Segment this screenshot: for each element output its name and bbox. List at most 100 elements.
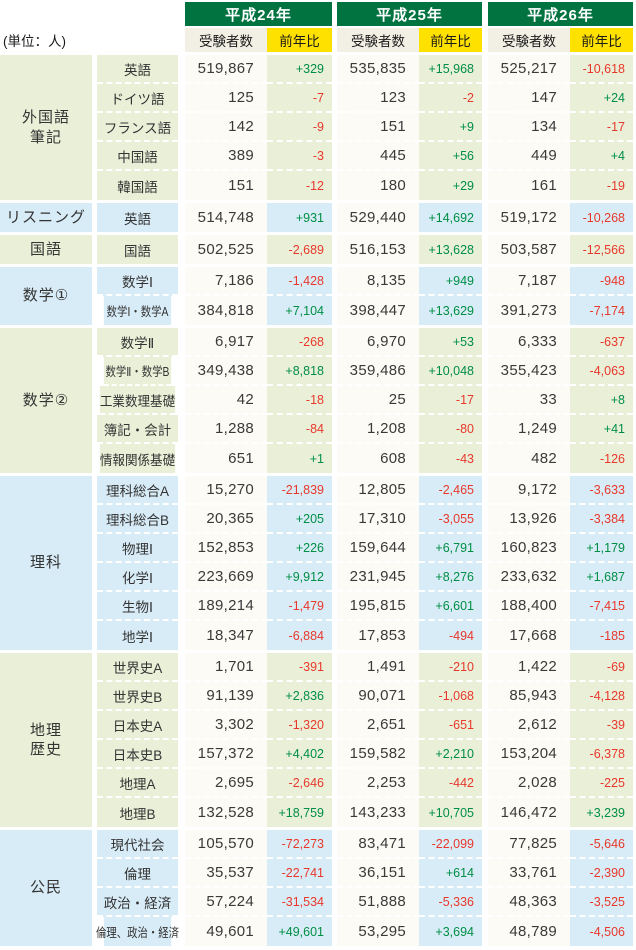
examinees-cell: 389 xyxy=(185,142,267,171)
examinees-cell: 85,943 xyxy=(488,682,570,711)
yoy-cell: -3,525 xyxy=(570,888,633,917)
yoy-cell: -1,068 xyxy=(419,682,482,711)
examinees-cell: 20,365 xyxy=(185,505,267,534)
examinees-cell: 189,214 xyxy=(185,592,267,621)
category-cell: 国語 xyxy=(0,235,92,264)
subject-cell: 地理A xyxy=(97,769,178,798)
examinees-cell: 151 xyxy=(185,171,267,200)
subject-cell: 現代社会 xyxy=(97,830,178,859)
examinees-cell: 3,302 xyxy=(185,711,267,740)
subject-cell: 倫理 xyxy=(97,859,178,888)
yoy-cell: +10,705 xyxy=(419,798,482,827)
yoy-cell: +1,687 xyxy=(570,563,633,592)
yoy-cell: +10,048 xyxy=(419,357,482,386)
yoy-cell: +9 xyxy=(419,113,482,142)
unit-label: (単位：人) xyxy=(3,34,66,49)
yoy-cell: -2,646 xyxy=(267,769,332,798)
examinees-cell: 503,587 xyxy=(488,235,570,264)
yoy-cell: -6,378 xyxy=(570,740,633,769)
examinees-cell: 516,153 xyxy=(337,235,419,264)
yoy-cell: +29 xyxy=(419,171,482,200)
examinees-cell: 147 xyxy=(488,84,570,113)
examinees-cell: 359,486 xyxy=(337,357,419,386)
examinees-cell: 2,028 xyxy=(488,769,570,798)
examinees-cell: 349,438 xyxy=(185,357,267,386)
examinees-cell: 535,835 xyxy=(337,55,419,84)
examinees-cell: 6,970 xyxy=(337,328,419,357)
examinees-cell: 18,347 xyxy=(185,621,267,650)
examinees-cell: 384,818 xyxy=(185,296,267,325)
yoy-cell: -3,384 xyxy=(570,505,633,534)
subject-cell: フランス語 xyxy=(97,113,178,142)
yoy-cell: -2 xyxy=(419,84,482,113)
examinees-cell: 159,644 xyxy=(337,534,419,563)
yoy-cell: -7,415 xyxy=(570,592,633,621)
examinees-cell: 143,233 xyxy=(337,798,419,827)
yoy-cell: -21,839 xyxy=(267,476,332,505)
category-cell: 理科 xyxy=(0,476,92,650)
subject-cell: 地理B xyxy=(97,798,178,827)
examinees-cell: 1,701 xyxy=(185,653,267,682)
category-cell: 数学② xyxy=(0,328,92,473)
examinees-cell: 8,135 xyxy=(337,267,419,296)
examinees-cell: 123 xyxy=(337,84,419,113)
yoy-cell: +53 xyxy=(419,328,482,357)
yoy-cell: +6,791 xyxy=(419,534,482,563)
examinees-cell: 157,372 xyxy=(185,740,267,769)
subject-cell: 日本史A xyxy=(97,711,178,740)
subject-cell: 理科総合A xyxy=(97,476,178,505)
yoy-cell: +15,968 xyxy=(419,55,482,84)
yoy-cell: -9 xyxy=(267,113,332,142)
examinees-cell: 160,823 xyxy=(488,534,570,563)
yoy-cell: -1,479 xyxy=(267,592,332,621)
examinees-cell: 33 xyxy=(488,386,570,415)
yoy-cell: -69 xyxy=(570,653,633,682)
examinees-cell: 33,761 xyxy=(488,859,570,888)
yoy-cell: -6,884 xyxy=(267,621,332,650)
yoy-cell: +3,239 xyxy=(570,798,633,827)
year-header-h24: 平成24年 xyxy=(185,2,332,26)
yoy-cell: -210 xyxy=(419,653,482,682)
examinees-cell: 180 xyxy=(337,171,419,200)
subject-cell: 日本史B xyxy=(97,740,178,769)
examinees-cell: 15,270 xyxy=(185,476,267,505)
table-section: 数学① 数学Ⅰ 7,186 -1,428 8,135 +949 7,187 -948 数学Ⅰ・数… xyxy=(0,267,636,325)
category-cell: 外国語 筆記 xyxy=(0,55,92,200)
yoy-cell: -10,618 xyxy=(570,55,633,84)
examinees-cell: 608 xyxy=(337,444,419,473)
yoy-cell: -2,390 xyxy=(570,859,633,888)
yoy-cell: +18,759 xyxy=(267,798,332,827)
yoy-cell: -1,320 xyxy=(267,711,332,740)
examinees-cell: 17,853 xyxy=(337,621,419,650)
subject-cell: 政治・経済 xyxy=(97,888,178,917)
examinees-cell: 502,525 xyxy=(185,235,267,264)
yoy-cell: +4 xyxy=(570,142,633,171)
table-section: 理科 理科総合A 15,270 -21,839 12,805 -2,465 9,172 -3,… xyxy=(0,476,636,650)
yoy-cell: +8,276 xyxy=(419,563,482,592)
subject-cell: 工業数理基礎 xyxy=(99,386,176,415)
examinees-cell: 195,815 xyxy=(337,592,419,621)
subject-cell: 世界史A xyxy=(97,653,178,682)
year-header-h25: 平成25年 xyxy=(337,2,482,26)
subject-cell: 理科総合B xyxy=(97,505,178,534)
subject-cell: 数学Ⅰ xyxy=(97,267,178,296)
examinees-cell: 77,825 xyxy=(488,830,570,859)
yoy-cell: -494 xyxy=(419,621,482,650)
yoy-cell: +6,601 xyxy=(419,592,482,621)
yoy-cell: +931 xyxy=(267,203,332,232)
category-cell: 数学① xyxy=(0,267,92,325)
examinees-cell: 35,537 xyxy=(185,859,267,888)
yoy-cell: -4,063 xyxy=(570,357,633,386)
examinees-cell: 13,926 xyxy=(488,505,570,534)
examinees-cell: 12,805 xyxy=(337,476,419,505)
examinees-cell: 398,447 xyxy=(337,296,419,325)
subject-cell: 地学Ⅰ xyxy=(97,621,178,650)
yoy-cell: +41 xyxy=(570,415,633,444)
examinees-cell: 36,151 xyxy=(337,859,419,888)
subject-cell: 化学Ⅰ xyxy=(97,563,178,592)
subject-cell: 英語 xyxy=(97,55,178,84)
examinees-cell: 146,472 xyxy=(488,798,570,827)
examinees-cell: 355,423 xyxy=(488,357,570,386)
examinees-cell: 91,139 xyxy=(185,682,267,711)
yoy-cell: -948 xyxy=(570,267,633,296)
